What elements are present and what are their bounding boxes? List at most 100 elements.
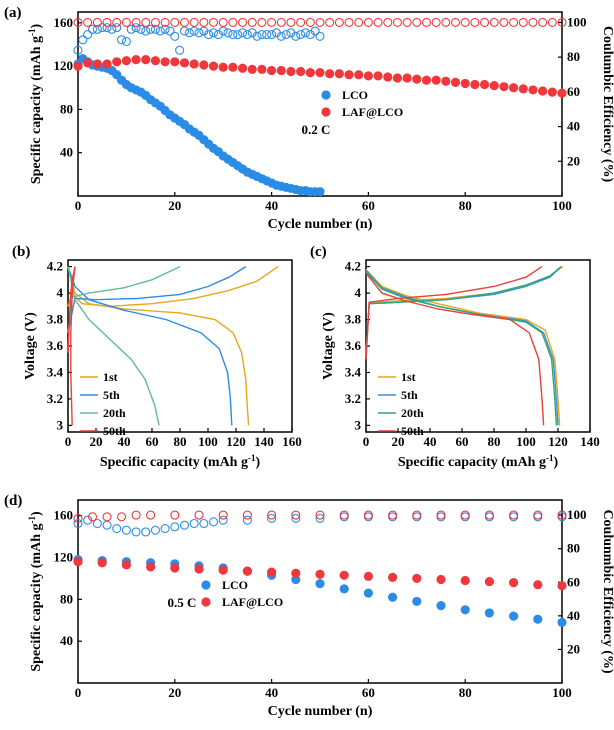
x-tick-label: 40 (265, 198, 278, 213)
y-tick-label: 3.6 (345, 338, 362, 353)
x-tick-label: 160 (282, 434, 302, 449)
data-point (392, 73, 403, 83)
data-point (296, 17, 306, 27)
data-point (184, 28, 194, 38)
data-point (518, 84, 528, 94)
data-point (87, 24, 98, 34)
data-point (305, 68, 315, 78)
data-point (392, 17, 402, 27)
data-point (78, 35, 88, 45)
series-lco-capacity (73, 53, 325, 197)
data-point (102, 59, 112, 69)
data-point (73, 513, 83, 524)
data-point (402, 17, 412, 27)
curve-1st-discharge (365, 268, 561, 426)
y-tick-label: 3.4 (47, 364, 64, 379)
data-point (83, 515, 93, 525)
curve-50th-charge (67, 266, 76, 353)
x-tick-label: 120 (226, 434, 246, 449)
data-point (538, 86, 548, 96)
x-axis-label-unit: -1 (546, 453, 554, 463)
x-tick-label: 0 (75, 685, 82, 700)
y-axis-label: Voltage (V) (23, 312, 38, 380)
data-point (431, 17, 441, 27)
data-point (194, 564, 204, 574)
data-point (325, 17, 335, 27)
data-point (170, 17, 180, 27)
y-axis-label: Specific capacity (mAh g-1) (27, 511, 44, 672)
data-point (102, 17, 112, 27)
data-point (160, 523, 170, 534)
data-point (383, 72, 393, 82)
data-point (73, 518, 83, 529)
y2-tick-label: 20 (567, 153, 580, 168)
data-point (344, 17, 354, 27)
data-point (431, 75, 441, 85)
data-point (228, 30, 238, 40)
y2-tick-label: 100 (567, 14, 587, 29)
x-tick-label: 60 (456, 434, 469, 449)
data-point (218, 17, 228, 27)
legend-label: 1st (401, 370, 416, 384)
data-point (131, 23, 141, 33)
data-point (339, 570, 349, 580)
x-tick-label: 80 (459, 198, 472, 213)
data-point (557, 581, 567, 591)
data-point (179, 26, 190, 36)
data-point (73, 17, 83, 27)
x-tick-label: 20 (168, 198, 181, 213)
y2-tick-label: 60 (567, 84, 580, 99)
data-point (102, 512, 112, 522)
data-point (204, 30, 214, 40)
data-point (499, 82, 509, 92)
data-point (155, 26, 165, 36)
data-point (228, 17, 238, 27)
data-point (291, 31, 301, 41)
data-point (354, 17, 364, 27)
legend-label: LAF@LCO (222, 595, 283, 609)
data-point (160, 17, 170, 27)
x-axis-label-close: ) (553, 455, 558, 470)
data-point (189, 59, 199, 69)
data-point (363, 17, 373, 27)
series-laf-at-lco-efficiency (73, 510, 567, 524)
data-point (242, 515, 252, 525)
data-point (170, 57, 180, 67)
data-point (508, 83, 519, 93)
x-axis-label-text: Specific capacity (mAh g (398, 455, 546, 470)
y-tick-label: 3.2 (47, 391, 63, 406)
y-axis-label-unit: -1 (27, 516, 37, 524)
data-point (112, 57, 122, 67)
x-axis-label-text: Specific capacity (mAh g (100, 455, 248, 470)
data-point (334, 69, 344, 79)
data-point (199, 518, 209, 529)
data-point (470, 79, 480, 90)
data-point (547, 17, 557, 27)
data-point (291, 568, 301, 578)
data-point (150, 56, 161, 66)
data-point (121, 56, 131, 66)
data-point (533, 510, 543, 520)
data-point (315, 31, 325, 41)
data-point (441, 17, 451, 27)
y-axis-label-text: Voltage (V) (23, 312, 38, 380)
y-axis-label-text: Specific capacity (mAh g (29, 524, 44, 672)
data-point (557, 510, 567, 520)
data-point (557, 617, 567, 627)
data-point (194, 28, 204, 38)
data-point (175, 45, 185, 55)
x-tick-label: 120 (548, 434, 568, 449)
data-point (489, 17, 499, 27)
data-point (291, 510, 301, 520)
data-point (412, 573, 422, 584)
data-point (242, 566, 252, 576)
data-point (460, 17, 470, 27)
y-axis-label-close: ) (29, 24, 44, 29)
x-axis-label-unit: -1 (248, 453, 256, 463)
y-tick-label: 3.6 (47, 338, 64, 353)
x-tick-label: 20 (392, 434, 405, 449)
data-point (252, 31, 262, 41)
data-point (296, 30, 306, 40)
data-point (92, 24, 102, 34)
y-tick-label: 160 (54, 15, 74, 30)
